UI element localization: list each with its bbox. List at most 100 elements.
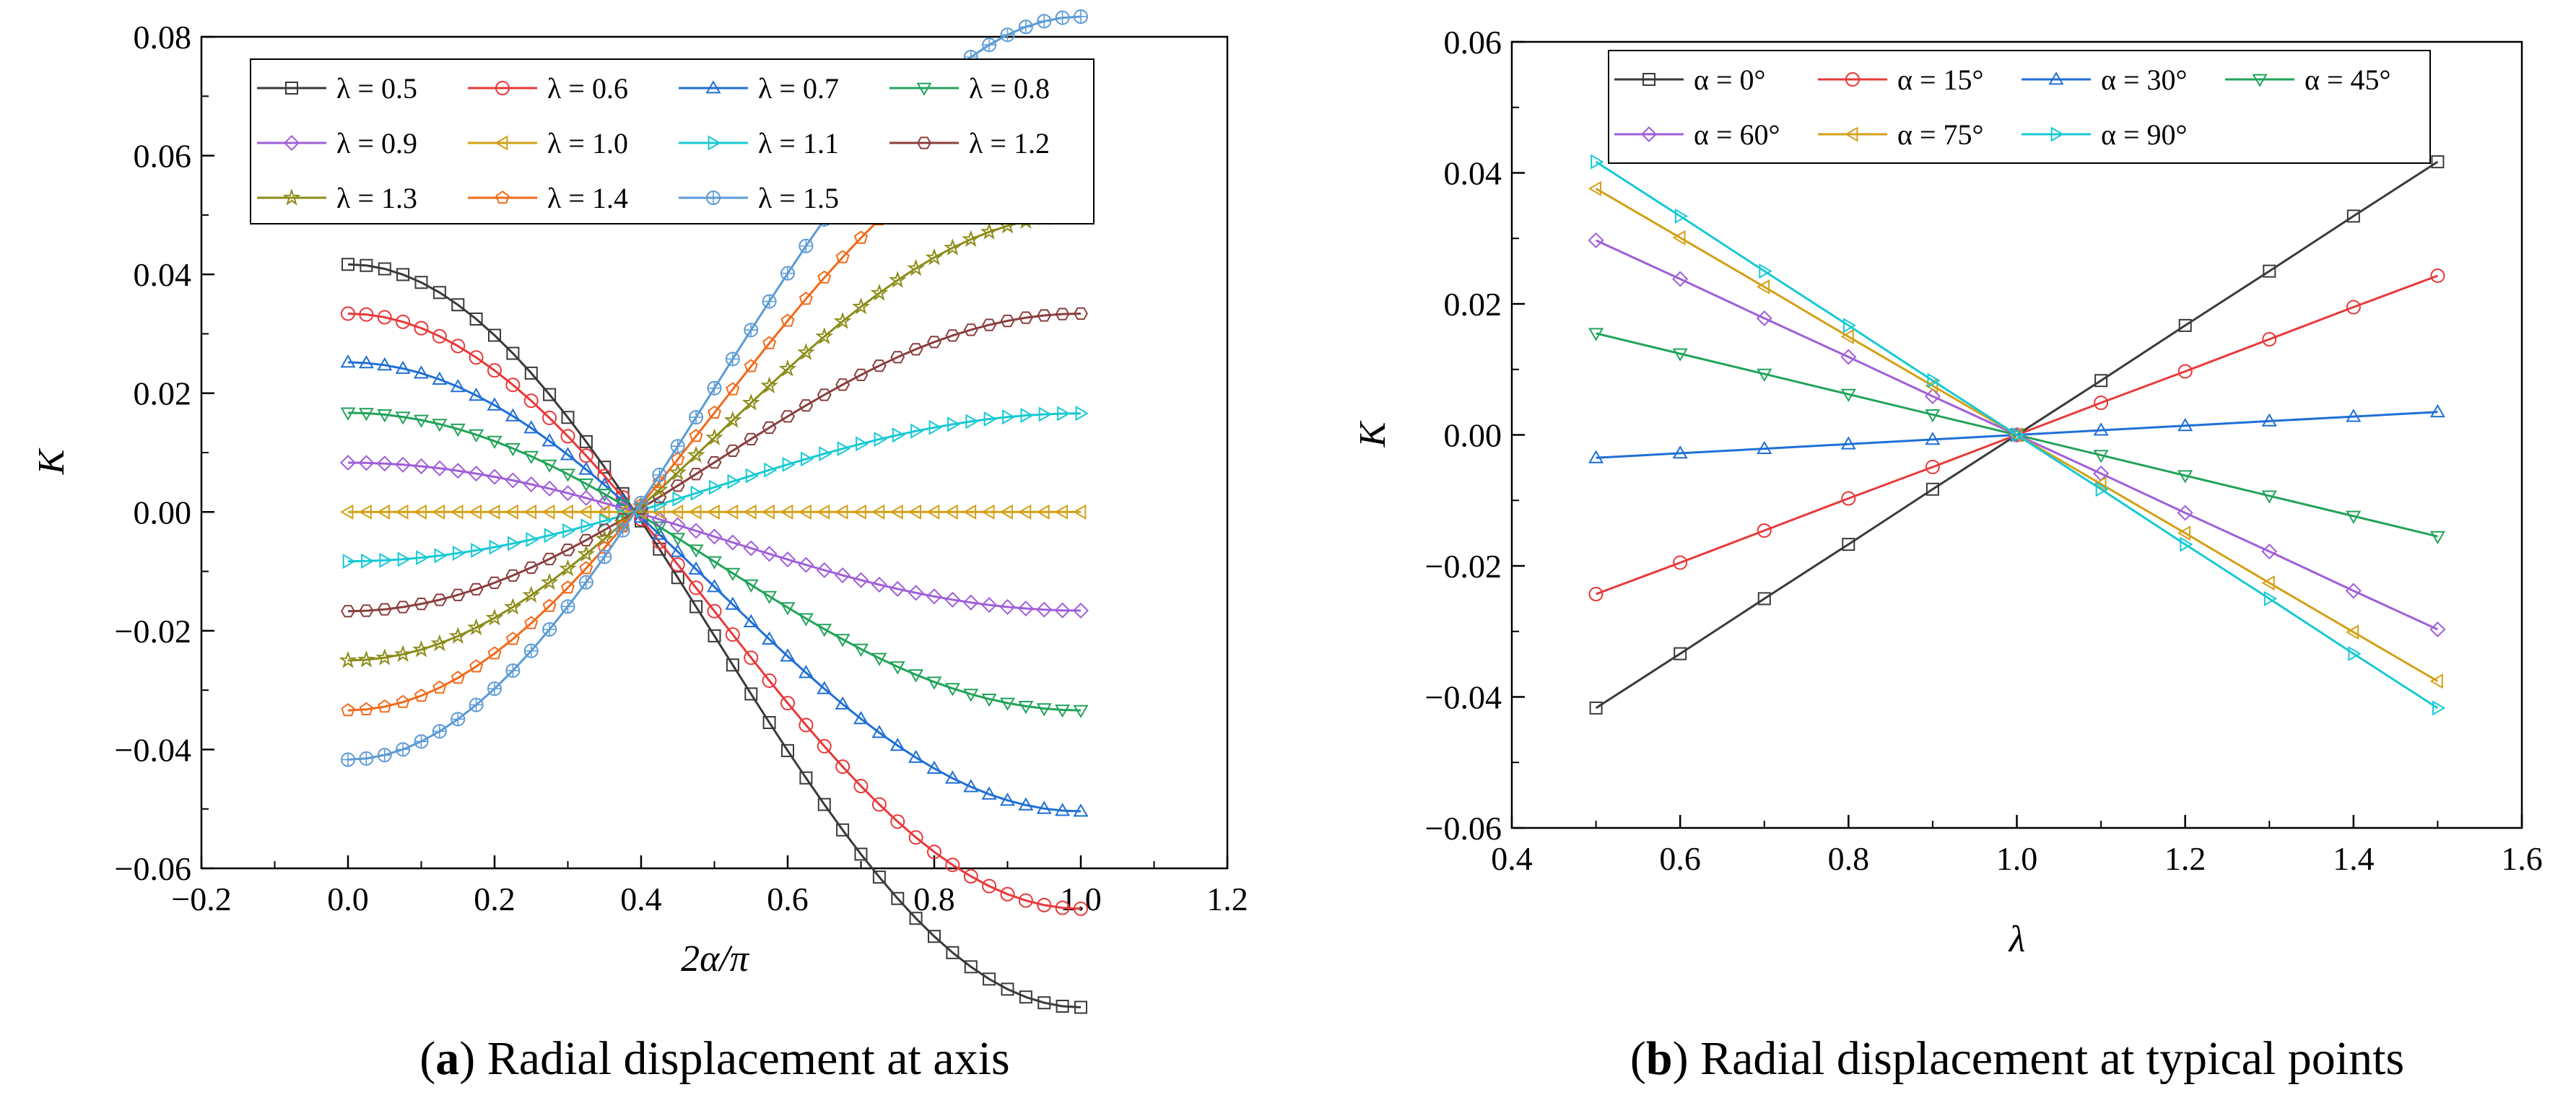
- a-data-point-shape: [799, 717, 814, 733]
- b-data-point: [2180, 536, 2193, 552]
- a-data-point: [413, 504, 427, 520]
- a-data-point: [817, 270, 832, 284]
- a-data-point: [523, 561, 539, 574]
- b-legend-label: α = 45°: [2305, 64, 2391, 96]
- a-data-point-shape: [432, 724, 447, 739]
- a-data-point: [596, 494, 613, 511]
- a-data-point: [651, 521, 667, 535]
- a-data-point: [962, 230, 980, 248]
- a-data-point-shape: [560, 429, 575, 444]
- a-data-point: [414, 276, 428, 289]
- a-data-point: [505, 504, 518, 520]
- a-data-point: [981, 694, 997, 707]
- a-data-point: [1036, 601, 1053, 618]
- a-data-point: [908, 343, 923, 356]
- a-data-point: [944, 683, 960, 697]
- a-data-point: [799, 238, 814, 253]
- a-data-point: [745, 468, 759, 484]
- a-data-point: [944, 504, 958, 520]
- a-data-point: [360, 258, 373, 272]
- a-data-point: [670, 533, 686, 546]
- b-data-point: [2429, 531, 2445, 544]
- a-xtick-label: 0.8: [913, 881, 955, 917]
- a-data-point-shape: [707, 603, 722, 619]
- b-data-point: [2429, 403, 2445, 418]
- a-data-point: [505, 663, 521, 679]
- a-xtick-label: 0.0: [327, 881, 369, 917]
- a-data-point: [926, 760, 942, 774]
- a-data-point-shape: [1018, 19, 1033, 35]
- a-legend-label: λ = 0.7: [758, 72, 839, 105]
- a-data-point: [980, 222, 998, 240]
- a-data-point: [432, 328, 447, 344]
- a-series-6: [342, 406, 1089, 570]
- a-data-point: [927, 336, 941, 349]
- a-data-point: [725, 444, 740, 457]
- a-data-point: [780, 266, 795, 281]
- a-data-point-shape: [359, 307, 374, 322]
- a-data-point: [856, 436, 869, 452]
- caption-letter: b: [1646, 1032, 1673, 1085]
- a-data-point: [782, 456, 796, 473]
- a-data-point: [762, 631, 778, 645]
- a-data-point: [578, 533, 593, 546]
- a-ylabel: K: [31, 448, 72, 475]
- a-data-point: [743, 504, 757, 520]
- a-data-point: [596, 504, 610, 520]
- a-data-point: [522, 585, 541, 603]
- a-data-point: [560, 599, 575, 614]
- b-data-point: [2348, 646, 2362, 662]
- a-data-point: [926, 676, 942, 690]
- a-data-point: [377, 310, 392, 325]
- a-data-point: [451, 671, 465, 684]
- b-data-point: [2263, 590, 2278, 606]
- b-data-point: [1757, 523, 1772, 538]
- a-legend-label: λ = 1.0: [547, 127, 628, 160]
- b-ylabel: K: [1352, 420, 1393, 448]
- a-data-point-shape: [341, 752, 355, 767]
- a-data-point-shape: [982, 38, 997, 53]
- a-data-point: [962, 594, 979, 611]
- a-data-point: [523, 643, 539, 658]
- a-data-point: [397, 551, 411, 567]
- a-axes: −0.2 0.0 0.2 0.4 0.6 0.8 1.0 1.2 −0.06 −0.04 −0.02…: [115, 19, 1248, 917]
- a-data-point: [468, 504, 482, 520]
- b-xtick-label: 1.0: [1996, 840, 2038, 877]
- b-legend-item-1: α = 15°: [1818, 64, 1984, 96]
- a-data-point: [854, 847, 868, 861]
- a-data-point-shape: [780, 696, 795, 711]
- a-data-point: [526, 532, 539, 548]
- a-data-point: [963, 689, 979, 702]
- a-data-point: [361, 553, 375, 569]
- a-data-point: [690, 485, 704, 501]
- a-data-point: [889, 504, 903, 520]
- a-data-point: [560, 544, 575, 557]
- a-data-point-shape: [670, 557, 685, 572]
- a-data-point: [689, 429, 703, 442]
- b-ytick-label: −0.04: [1425, 679, 1502, 716]
- b-xtick-label: 1.6: [2501, 840, 2543, 877]
- a-data-point: [395, 504, 409, 520]
- a-data-point-shape: [469, 350, 484, 365]
- a-ytick-label: −0.04: [115, 731, 191, 768]
- a-data-point: [504, 598, 522, 615]
- a-data-point: [780, 504, 793, 520]
- a-xtick-label: 1.0: [1060, 881, 1102, 917]
- b-data-point: [2094, 374, 2108, 388]
- a-data-point: [396, 694, 410, 708]
- a-data-point: [853, 504, 866, 520]
- caption-letter: a: [435, 1032, 459, 1085]
- a-data-point: [1055, 705, 1071, 718]
- a-data-point: [1002, 409, 1016, 425]
- a-data-point: [726, 658, 739, 672]
- b-data-point: [1842, 538, 1855, 551]
- a-data-point: [341, 752, 355, 767]
- a-data-point: [1018, 701, 1034, 715]
- a-data-point: [358, 455, 375, 471]
- a-legend-item-9: λ = 1.4: [468, 182, 628, 214]
- a-data-point: [889, 580, 906, 597]
- a-data-point: [871, 359, 887, 372]
- a-data-point: [469, 388, 484, 401]
